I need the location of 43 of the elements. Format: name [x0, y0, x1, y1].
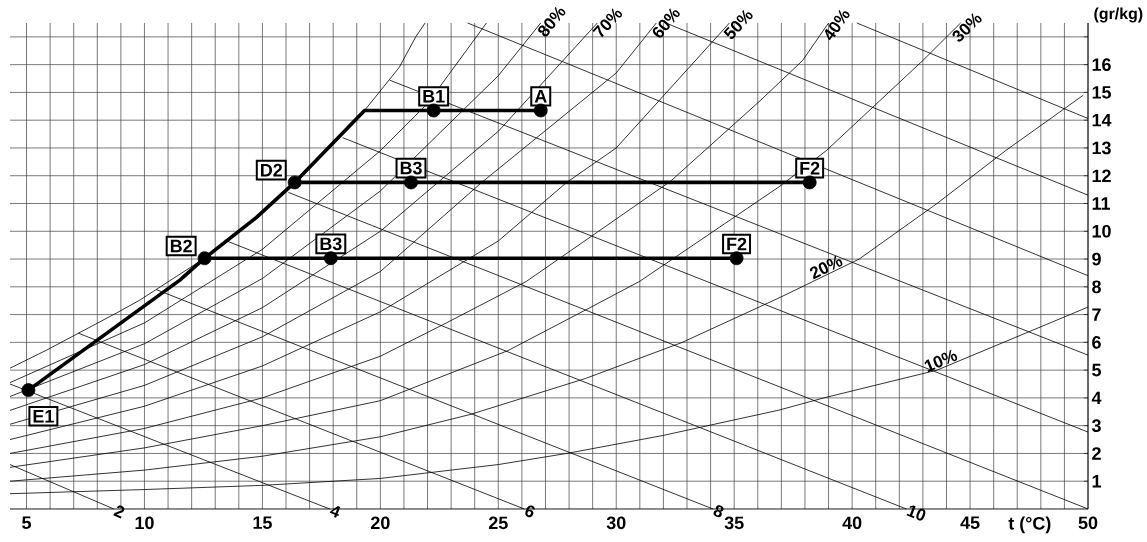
y-tick-label: 1	[1092, 475, 1102, 488]
y-tick-label: 13	[1092, 141, 1111, 155]
y-tick-label: 4	[1091, 391, 1102, 405]
annotation: B3	[320, 237, 342, 251]
x-tick-label: 20	[371, 516, 390, 530]
y-tick-label: 7	[1092, 308, 1101, 321]
x-tick-label: 45	[960, 516, 980, 530]
x-tick-label: 35	[724, 516, 744, 530]
y-tick-label: 14	[1092, 114, 1112, 127]
annotation: A	[534, 90, 547, 103]
text: 10%	[924, 349, 958, 373]
text: 6	[525, 505, 535, 518]
y-tick-label: 9	[1092, 252, 1101, 266]
y-tick-label: 6	[1092, 336, 1101, 349]
y-axis-title: (gr/kg)	[1094, 7, 1143, 23]
text: 20%	[809, 255, 843, 280]
x-tick-label: 5	[22, 516, 32, 530]
text: 4	[329, 505, 341, 518]
y-tick-label: 15	[1092, 86, 1111, 99]
x-tick-label: 40	[842, 516, 862, 530]
y-tick-label: 2	[1092, 447, 1101, 460]
y-tick-label: 12	[1092, 169, 1111, 182]
annotation: B2	[170, 239, 192, 253]
x-axis-title: t (°C)	[1008, 516, 1051, 534]
y-tick-label: 3	[1091, 419, 1101, 433]
y-tick-label: 5	[1092, 363, 1102, 377]
annotation: D2	[261, 163, 282, 177]
text: 8	[713, 505, 724, 518]
y-tick-label: 10	[1092, 224, 1111, 238]
x-tick-label: 50	[1078, 516, 1098, 530]
x-tick-label: 10	[135, 516, 154, 530]
x-tick-label: 25	[488, 516, 508, 530]
x-tick-label: 30	[606, 516, 626, 530]
y-tick-label: 11	[1092, 197, 1110, 210]
annotation: B3	[400, 161, 422, 175]
annotation: E1	[33, 410, 54, 423]
text: 2	[113, 505, 125, 519]
x-tick-label: 15	[253, 516, 272, 530]
y-tick-label: 16	[1092, 58, 1111, 71]
annotation: F2	[800, 161, 820, 175]
annotation: B1	[423, 90, 445, 103]
y-tick-label: 8	[1092, 280, 1101, 294]
annotation: F2	[727, 237, 747, 251]
